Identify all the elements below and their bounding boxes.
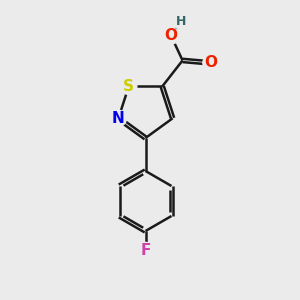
Circle shape [163, 28, 179, 44]
Circle shape [121, 78, 137, 94]
Text: N: N [112, 111, 125, 126]
Text: S: S [123, 79, 134, 94]
Circle shape [203, 55, 219, 71]
Text: O: O [205, 56, 218, 70]
Text: O: O [165, 28, 178, 44]
Text: F: F [140, 243, 151, 258]
Circle shape [110, 110, 127, 126]
Circle shape [137, 242, 154, 259]
Text: H: H [176, 15, 187, 28]
Circle shape [173, 13, 190, 29]
